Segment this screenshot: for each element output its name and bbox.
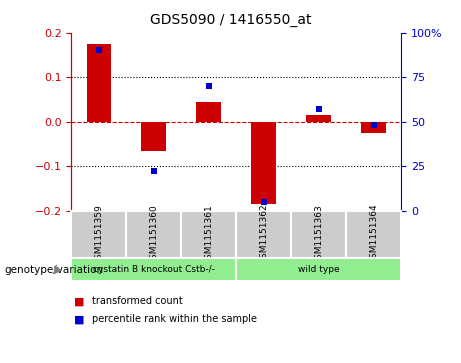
Text: transformed count: transformed count (92, 296, 183, 306)
Bar (181, 211, 236, 258)
Bar (346, 211, 401, 258)
Bar (291, 211, 346, 258)
Text: GSM1151360: GSM1151360 (149, 204, 159, 265)
Text: GSM1151361: GSM1151361 (204, 204, 213, 265)
Bar (126, 211, 181, 258)
Text: cystatin B knockout Cstb-/-: cystatin B knockout Cstb-/- (93, 265, 215, 274)
Text: GDS5090 / 1416550_at: GDS5090 / 1416550_at (150, 13, 311, 27)
Bar (71, 211, 126, 258)
Bar (87, 44, 111, 122)
Text: GSM1151363: GSM1151363 (314, 204, 323, 265)
Text: GSM1151359: GSM1151359 (95, 204, 103, 265)
Bar (361, 122, 386, 133)
Bar (196, 102, 221, 122)
Text: percentile rank within the sample: percentile rank within the sample (92, 314, 257, 325)
Text: ■: ■ (74, 296, 84, 306)
Bar (142, 122, 166, 151)
Text: genotype/variation: genotype/variation (5, 265, 104, 274)
Text: GSM1151362: GSM1151362 (259, 204, 268, 265)
Text: wild type: wild type (298, 265, 339, 274)
Text: ■: ■ (74, 314, 84, 325)
Bar (251, 122, 276, 204)
Bar (71, 258, 236, 281)
Bar (236, 211, 291, 258)
Text: GSM1151364: GSM1151364 (369, 204, 378, 265)
Bar (306, 115, 331, 122)
Bar (236, 258, 401, 281)
Text: ▶: ▶ (54, 265, 62, 274)
